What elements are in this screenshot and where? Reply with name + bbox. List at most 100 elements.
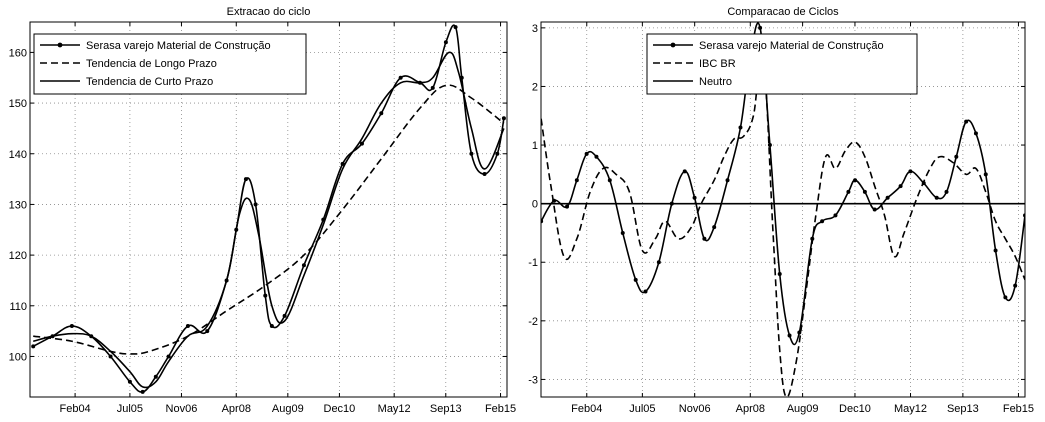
legend-box (646, 33, 918, 95)
series-point (584, 151, 589, 156)
series-point (725, 178, 730, 183)
series-point (898, 184, 903, 189)
series-point (944, 189, 949, 194)
series-point (973, 131, 978, 136)
series-point (269, 324, 274, 329)
x-tick-label: May12 (378, 403, 411, 415)
series-point (69, 324, 74, 329)
series-point (541, 219, 544, 224)
series-point (633, 277, 638, 282)
series-point (643, 289, 648, 294)
series-point (738, 125, 743, 130)
x-tick-label: Jul05 (629, 403, 655, 415)
series-point (166, 354, 171, 359)
chart-title: Extracao do ciclo (227, 6, 311, 18)
legend-box (33, 33, 307, 95)
series-point (954, 154, 959, 159)
legend-label: Tendencia de Longo Prazo (86, 58, 217, 70)
x-tick-label: Nov06 (166, 403, 198, 415)
series-line-1 (541, 52, 1025, 397)
x-tick-label: Feb15 (1003, 403, 1034, 415)
series-point (140, 389, 145, 394)
x-tick-label: Feb15 (485, 403, 516, 415)
legend-label: Serasa varejo Material de Construção (86, 40, 271, 52)
series-point (398, 75, 403, 80)
x-tick-label: Aug09 (272, 403, 304, 415)
left-chart-panel: Feb04 Jul05 Nov06 Apr08 Aug09 Dec10 May12 Sep13… (9, 6, 517, 415)
series-point (692, 195, 697, 200)
legend: Serasa varejo Material de Construção Tend… (33, 33, 307, 95)
series-point (833, 213, 838, 218)
legend-label: IBC BR (699, 58, 736, 70)
x-tick-label: Jul05 (117, 403, 143, 415)
legend-label: Tendencia de Curto Prazo (86, 76, 213, 88)
series-point (620, 230, 625, 235)
x-tick-label: Apr08 (736, 403, 765, 415)
y-tick-label: 110 (9, 301, 27, 313)
series-point (993, 248, 998, 253)
series-point (340, 161, 345, 166)
series-point (185, 324, 190, 329)
legend-marker (57, 42, 63, 48)
x-tick-label: May12 (894, 403, 927, 415)
series-point (430, 85, 435, 90)
x-tick-label: Apr08 (222, 403, 251, 415)
series-point (656, 260, 661, 265)
y-tick-label: -3 (528, 374, 538, 386)
series-point (453, 25, 458, 30)
series-point (574, 178, 579, 183)
series-point (301, 263, 306, 268)
x-tick-label: Feb04 (571, 403, 602, 415)
series-point (443, 40, 448, 45)
series-point (682, 169, 687, 174)
axes-frame (29, 21, 508, 398)
series-point (908, 169, 913, 174)
series-point (253, 202, 258, 207)
series-line-0 (541, 22, 1025, 346)
series-point (282, 313, 287, 318)
series-point (820, 219, 825, 224)
x-tick-label: Dec10 (839, 403, 871, 415)
series-point (964, 119, 969, 124)
x-tick-label: Aug09 (787, 403, 819, 415)
y-tick-label: 3 (532, 23, 538, 35)
y-tick-label: 2 (532, 81, 538, 93)
series-point (108, 354, 113, 359)
y-tick-label: -2 (528, 316, 538, 328)
y-tick-label: 160 (9, 47, 27, 59)
y-tick-label: 0 (532, 199, 538, 211)
series-point (205, 329, 210, 334)
series-point (1003, 295, 1008, 300)
series-point (983, 172, 988, 177)
series-point (153, 374, 158, 379)
series-point (607, 178, 612, 183)
axes-frame (540, 21, 1026, 398)
chart-title: Comparacao de Ciclos (727, 6, 839, 18)
series-line-2 (33, 51, 505, 389)
series-point (885, 195, 890, 200)
x-tick-label: Feb04 (59, 403, 90, 415)
series-point (872, 207, 877, 212)
right-chart-panel: Feb04 Jul05 Nov06 Apr08 Aug09 Dec10 May12 Sep13… (528, 6, 1034, 415)
x-tick-label: Sep13 (947, 403, 979, 415)
series-point (853, 178, 858, 183)
legend-label: Serasa varejo Material de Construção (699, 40, 884, 52)
series-point (31, 344, 36, 349)
series-point (501, 116, 506, 121)
legend-marker (670, 42, 676, 48)
series-point (777, 271, 782, 276)
series-group (541, 22, 1025, 397)
series-point (846, 189, 851, 194)
series-point (797, 330, 802, 335)
series-point (359, 141, 364, 146)
series-point (767, 143, 772, 148)
series-point (263, 293, 268, 298)
y-tick-label: 150 (9, 98, 27, 110)
series-point (787, 333, 792, 338)
y-tick-label: 130 (9, 199, 27, 211)
series-point (565, 204, 570, 209)
x-tick-label: Sep13 (430, 403, 462, 415)
series-point (127, 379, 132, 384)
series-point (469, 151, 474, 156)
